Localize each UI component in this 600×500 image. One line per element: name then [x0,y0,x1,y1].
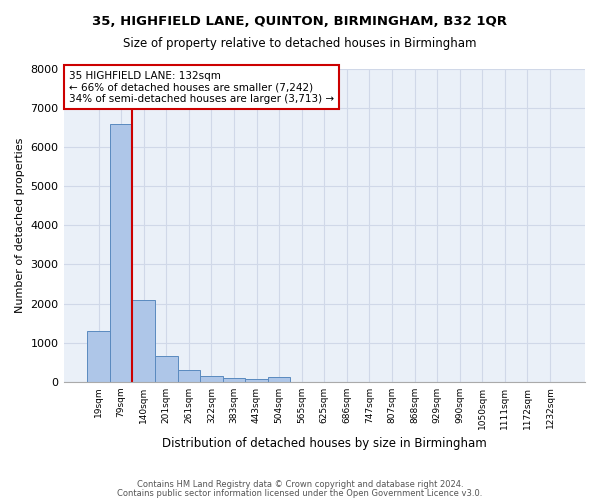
Text: 35 HIGHFIELD LANE: 132sqm
← 66% of detached houses are smaller (7,242)
34% of se: 35 HIGHFIELD LANE: 132sqm ← 66% of detac… [69,70,334,104]
Bar [133,300,155,382]
Text: 35, HIGHFIELD LANE, QUINTON, BIRMINGHAM, B32 1QR: 35, HIGHFIELD LANE, QUINTON, BIRMINGHAM,… [92,15,508,28]
Bar [268,378,290,382]
Bar [155,356,178,382]
X-axis label: Distribution of detached houses by size in Birmingham: Distribution of detached houses by size … [162,437,487,450]
Bar [110,124,133,382]
Bar [200,376,223,382]
Text: Contains HM Land Registry data © Crown copyright and database right 2024.: Contains HM Land Registry data © Crown c… [137,480,463,489]
Bar [245,378,268,382]
Bar [87,331,110,382]
Bar [223,378,245,382]
Y-axis label: Number of detached properties: Number of detached properties [15,138,25,313]
Text: Size of property relative to detached houses in Birmingham: Size of property relative to detached ho… [123,38,477,51]
Bar [178,370,200,382]
Text: Contains public sector information licensed under the Open Government Licence v3: Contains public sector information licen… [118,489,482,498]
